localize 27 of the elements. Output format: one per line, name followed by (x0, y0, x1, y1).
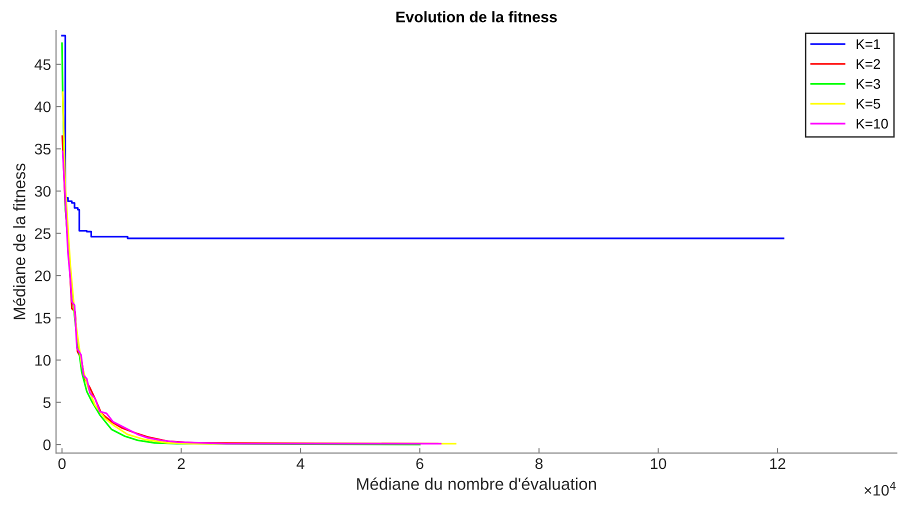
y-tick-label: 15 (35, 312, 51, 324)
y-tick-label: 20 (34, 270, 51, 282)
y-tick-label: 40 (34, 101, 51, 112)
y-tick-label: 5 (43, 397, 51, 408)
chart-title: Evolution de la fitness (396, 11, 557, 22)
legend-label: K=1 (856, 39, 880, 49)
y-tick-label: 0 (43, 439, 51, 450)
y-tick-label: 35 (34, 144, 51, 155)
x-axis-title: Médiane du nombre d'évaluation (357, 477, 596, 490)
legend-label: K=5 (856, 99, 880, 109)
y-tick-label: 25 (34, 228, 51, 240)
x-tick-label: 0 (58, 458, 66, 470)
y-tick-label: 10 (35, 354, 51, 366)
x-tick-label: 4 (296, 458, 304, 469)
legend-label: K=10 (856, 118, 888, 129)
text: ×10$^{4}$ (864, 482, 896, 496)
x-tick-label: 2 (178, 458, 185, 469)
x-tick-label: 6 (416, 458, 424, 470)
y-tick-label: 30 (34, 186, 51, 197)
line-series (61, 34, 784, 240)
x-tick-label: 12 (770, 458, 786, 469)
x-tick-label: 8 (535, 458, 543, 470)
y-tick-label: 45 (34, 59, 51, 70)
legend-label: K=2 (856, 59, 880, 69)
x-tick-label: 10 (650, 458, 666, 470)
legend-label: K=3 (856, 79, 880, 89)
y-axis-title: Médiane de la fitness (12, 164, 26, 320)
